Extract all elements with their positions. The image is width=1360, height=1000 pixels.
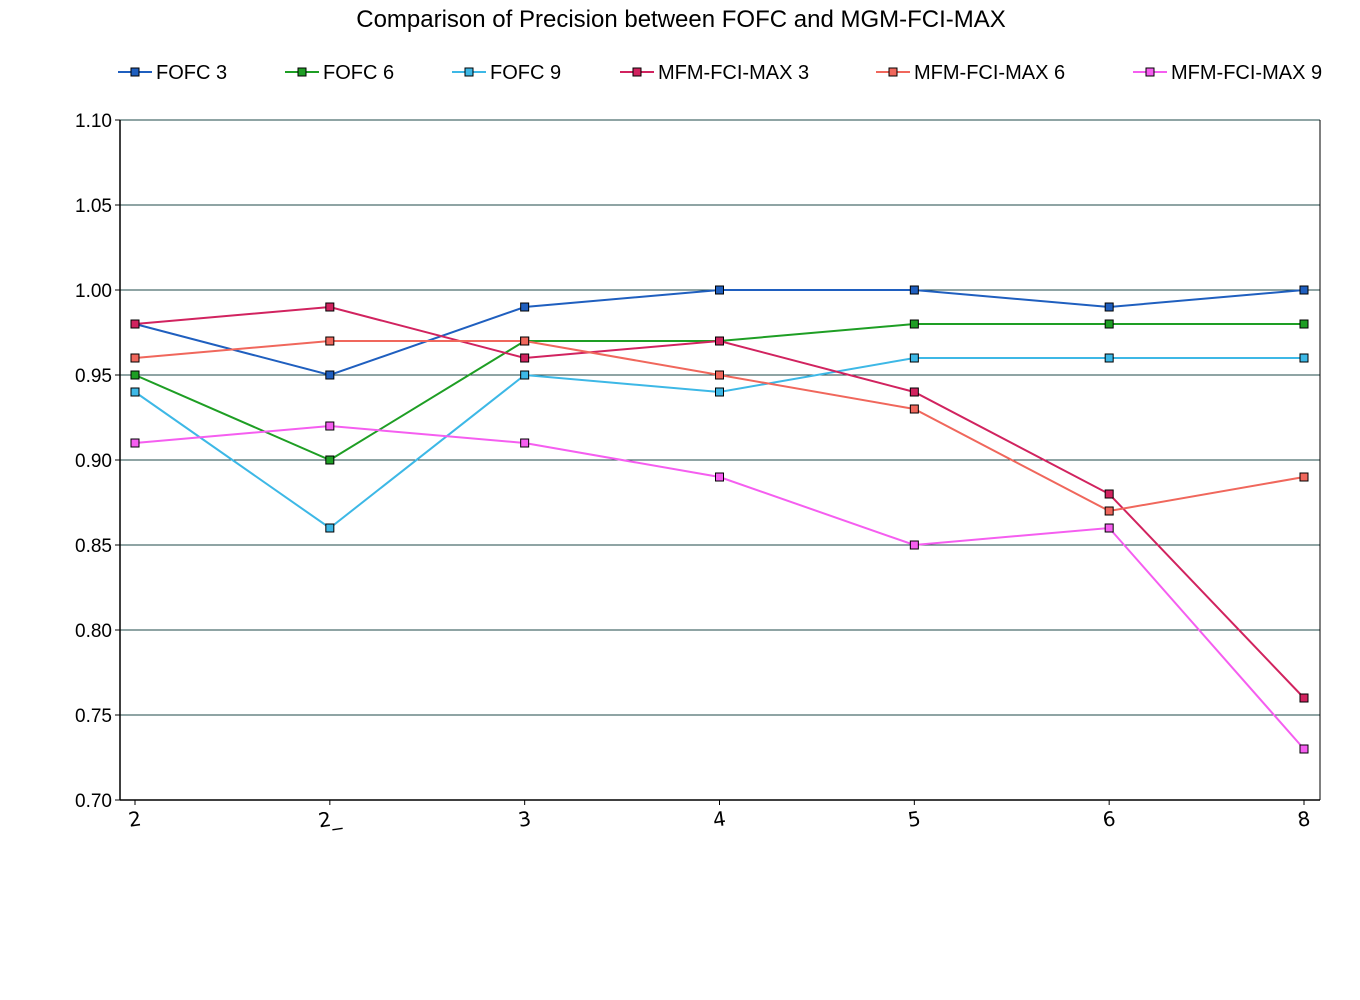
legend-item: FOFC 6 [285, 62, 394, 84]
gridlines [120, 119, 1320, 716]
chart-title: Comparison of Precision between FOFC and… [356, 6, 1006, 33]
legend-item: MFM-FCI-MAX 3 [620, 62, 809, 84]
data-point [520, 370, 530, 380]
data-point [1104, 319, 1114, 329]
legend-label: MFM-FCI-MAX 3 [658, 62, 809, 84]
series-3 [130, 353, 1309, 533]
series-line [134, 340, 1305, 513]
legend-item: FOFC 9 [452, 62, 561, 84]
data-point [1104, 489, 1114, 499]
data-point [130, 438, 140, 448]
series-line [134, 289, 1305, 377]
data-point [909, 540, 919, 550]
data-point [325, 421, 335, 431]
y-tick-label: 0.85 [75, 536, 112, 557]
data-point [325, 336, 335, 346]
data-point [1104, 506, 1114, 516]
legend-label: FOFC 9 [490, 62, 561, 84]
x-tick-label: 2 [127, 806, 143, 832]
x-tick-label: 4 [711, 806, 727, 832]
data-point [325, 455, 335, 465]
data-point [715, 387, 724, 397]
data-point [520, 302, 530, 312]
y-tick-label: 1.00 [75, 281, 112, 302]
y-tick-label: 0.70 [75, 791, 112, 812]
series-6 [130, 421, 1309, 754]
legend-label: FOFC 3 [156, 62, 227, 84]
data-point [909, 285, 919, 295]
legend-item: MFM-FCI-MAX 6 [876, 62, 1065, 84]
legend: FOFC 3 FOFC 6 FOFC 9 MFM-FCI-MAX 3 MFM-FCI-M… [118, 62, 1322, 84]
legend-item: MFM-FCI-MAX 9 [1133, 62, 1322, 84]
data-point [1104, 523, 1114, 533]
y-tick-label: 0.75 [75, 706, 112, 727]
data-point [520, 438, 530, 448]
x-tick-label: 5 [906, 806, 922, 832]
legend-label: MFM-FCI-MAX 6 [914, 62, 1065, 84]
data-point [325, 302, 335, 312]
data-point [715, 336, 724, 346]
data-point [1299, 285, 1309, 295]
data-point [909, 319, 919, 329]
data-point [909, 387, 919, 397]
data-point [715, 370, 724, 380]
axes [119, 120, 1321, 801]
data-point [130, 353, 140, 363]
data-point [130, 387, 140, 397]
series-1 [130, 285, 1309, 380]
y-axis-ticks: 1.10 1.05 1.00 0.95 0.90 0.85 0.80 0.75 0.70 [75, 111, 120, 812]
data-point [520, 336, 530, 346]
data-point [715, 472, 724, 482]
y-tick-label: 1.10 [75, 111, 112, 132]
data-point [325, 370, 335, 380]
data-point [520, 353, 530, 363]
series-4 [130, 302, 1309, 703]
data-point [715, 285, 724, 295]
y-tick-label: 0.80 [75, 621, 112, 642]
x-axis-ticks: 2 2_ 3 4 5 6 8 [127, 800, 1312, 832]
x-tick-label: 2_ [317, 805, 344, 832]
data-point [909, 404, 919, 414]
y-tick-label: 0.95 [75, 366, 112, 387]
y-tick-label: 1.05 [75, 196, 112, 217]
legend-item: FOFC 3 [118, 62, 227, 84]
x-tick-label: 6 [1101, 806, 1117, 832]
data-point [909, 353, 919, 363]
series-line [134, 305, 1305, 699]
legend-marker [1145, 67, 1155, 77]
data-point [1299, 472, 1309, 482]
data-point [325, 523, 335, 533]
legend-marker [130, 67, 140, 77]
data-point [1299, 693, 1309, 703]
data-point [1299, 744, 1309, 754]
data-point [1104, 302, 1114, 312]
series-line [134, 357, 1304, 530]
data-point [1104, 353, 1114, 363]
legend-marker [297, 67, 307, 77]
data-point [1299, 319, 1309, 329]
data-point [1299, 353, 1309, 363]
x-tick-label: 8 [1296, 806, 1312, 832]
x-tick-label: 3 [517, 806, 533, 832]
legend-label: MFM-FCI-MAX 9 [1171, 62, 1322, 84]
data-point [130, 370, 140, 380]
y-tick-label: 0.90 [75, 451, 112, 472]
series-5 [130, 336, 1309, 516]
series-group [130, 285, 1309, 754]
legend-marker [888, 67, 898, 77]
legend-marker [632, 67, 642, 77]
data-point [130, 319, 140, 329]
legend-marker [464, 67, 474, 77]
legend-label: FOFC 6 [323, 62, 394, 84]
